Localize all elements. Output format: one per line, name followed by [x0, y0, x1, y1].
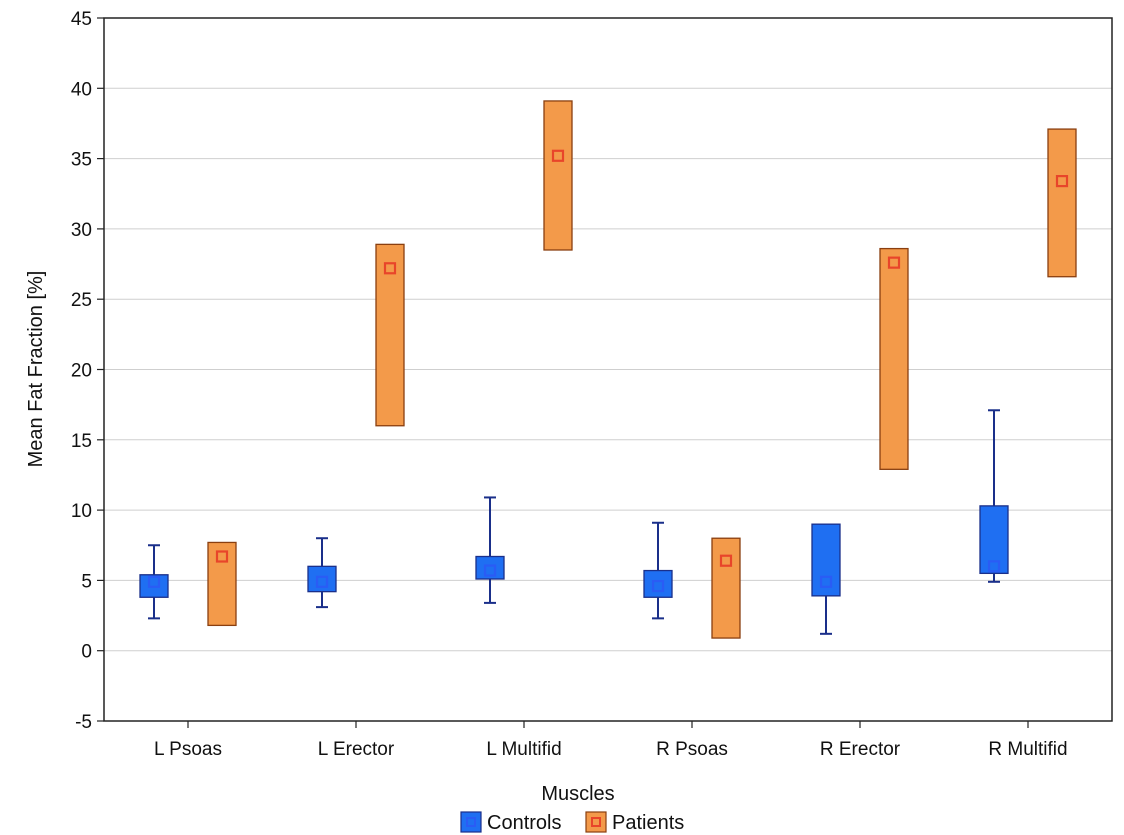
x-axis-title: Muscles	[541, 783, 614, 805]
controls-box	[475, 555, 505, 580]
patients-mean-marker	[215, 550, 229, 563]
series-marks	[139, 100, 1077, 639]
controls-box	[811, 523, 841, 597]
y-tick-label: -5	[75, 712, 92, 733]
controls-mean-marker	[651, 579, 665, 593]
controls-mean-marker	[315, 575, 329, 588]
patients-mean-marker	[551, 149, 565, 162]
gridlines	[104, 87, 1112, 652]
patients-box	[1047, 128, 1077, 278]
x-tick-label: R Multifid	[988, 739, 1067, 760]
controls-mean-marker	[819, 575, 833, 588]
y-tick-label: 0	[81, 642, 92, 663]
x-axis-ticks: L Psoas L Erector L Multifid R Psoas R Erect…	[154, 721, 1068, 760]
patients-mean-marker	[719, 554, 733, 567]
plot-area-frame	[103, 17, 1113, 722]
y-axis-ticks: -5 0 5 10 15 20 25 30 35 40 45	[71, 9, 104, 733]
x-tick-label: L Multifid	[486, 739, 561, 760]
controls-box	[979, 505, 1009, 575]
patients-box	[375, 243, 405, 427]
y-tick-label: 25	[71, 290, 92, 311]
y-tick-label: 5	[81, 571, 92, 592]
y-tick-label: 15	[71, 431, 92, 452]
controls-mean-marker	[987, 560, 1001, 573]
x-tick-label: L Psoas	[154, 739, 222, 760]
y-tick-label: 40	[71, 79, 92, 100]
patients-mean-marker	[1055, 174, 1069, 188]
y-axis-title: Mean Fat Fraction [%]	[25, 271, 47, 468]
patients-box	[543, 100, 573, 251]
legend-controls-marker	[466, 817, 476, 827]
patients-mean-marker	[383, 262, 397, 275]
x-tick-label: R Erector	[820, 739, 901, 760]
y-tick-label: 30	[71, 220, 92, 241]
controls-mean-marker	[147, 575, 161, 588]
patients-box	[879, 247, 909, 470]
legend-controls-swatch	[460, 811, 482, 833]
controls-box	[643, 569, 673, 598]
legend-patients-label: Patients	[612, 812, 684, 834]
y-tick-label: 45	[71, 9, 92, 30]
y-tick-label: 35	[71, 150, 92, 171]
patients-box	[207, 541, 237, 627]
controls-mean-marker	[483, 564, 497, 577]
y-tick-label: 10	[71, 501, 92, 522]
x-tick-label: L Erector	[318, 739, 395, 760]
y-tick-label: 20	[71, 361, 92, 382]
legend-patients-swatch	[585, 811, 607, 833]
patients-mean-marker	[887, 256, 901, 269]
legend: Controls Patients	[460, 811, 684, 834]
x-tick-label: R Psoas	[656, 739, 728, 760]
legend-patients-marker	[591, 817, 601, 827]
legend-controls-label: Controls	[487, 812, 561, 834]
patients-box	[711, 537, 741, 639]
